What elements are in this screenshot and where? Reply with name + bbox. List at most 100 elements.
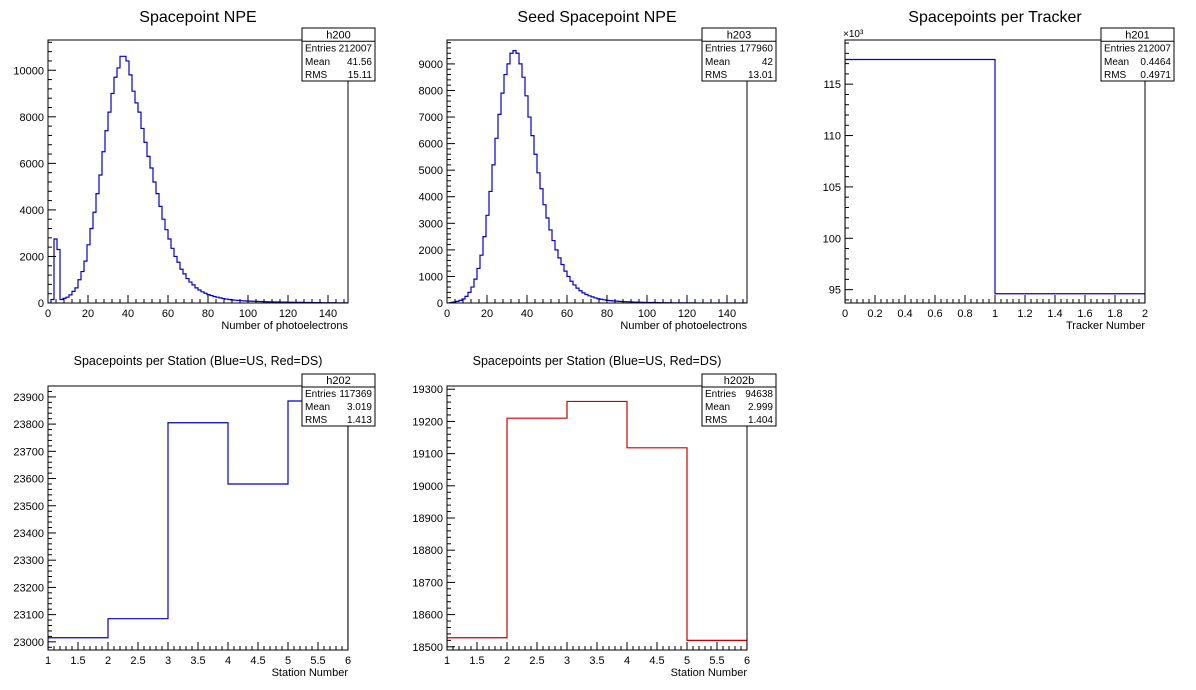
x-tick-label: 3 xyxy=(564,655,570,667)
x-tick-label: 20 xyxy=(481,308,493,320)
y-tick-label: 1000 xyxy=(419,271,443,283)
stats-key: Entries xyxy=(305,389,336,400)
histogram-bin xyxy=(156,194,159,303)
x-tick-label: 20 xyxy=(82,308,94,320)
y-tick-label: 8000 xyxy=(419,85,443,97)
y-tick-label: 18800 xyxy=(412,545,443,557)
histogram-bin xyxy=(531,136,534,303)
stats-box: h200 Entries 212007 Mean 41.56 RMS 15.11 xyxy=(301,27,376,82)
stats-value: 15.11 xyxy=(348,70,373,81)
x-axis-label: Number of photoelectrons xyxy=(620,320,747,332)
y-tick-label: 19100 xyxy=(412,449,443,461)
x-tick-label: 1.5 xyxy=(469,655,484,667)
stats-value: 1.404 xyxy=(748,415,773,426)
histogram-bin xyxy=(168,239,171,303)
histogram-bin xyxy=(228,300,231,303)
y-tick-label: 19300 xyxy=(412,384,443,396)
histogram-bin xyxy=(480,255,483,303)
histogram-bin xyxy=(84,261,87,303)
y-tick-label: 5000 xyxy=(419,165,443,177)
histogram-bin xyxy=(627,448,687,650)
histogram-bin xyxy=(288,401,348,650)
stats-key: Mean xyxy=(305,402,330,413)
histogram-bin xyxy=(87,245,90,303)
histogram-bin xyxy=(528,117,531,303)
y-tick-label: 18900 xyxy=(412,513,443,525)
stats-key: Mean xyxy=(705,57,730,68)
x-tick-label: 0.6 xyxy=(927,308,942,320)
stats-name: h201 xyxy=(1125,29,1149,41)
stats-box: h202b Entries 94638 Mean 2.999 RMS 1.404 xyxy=(701,373,777,427)
x-tick-label: 100 xyxy=(638,308,656,320)
stats-name: h202b xyxy=(724,375,755,387)
histogram-bin xyxy=(144,142,147,303)
histogram-bin xyxy=(123,56,126,303)
chart-title: Spacepoints per Tracker xyxy=(908,9,1082,26)
x-tick-label: 1 xyxy=(992,308,998,320)
histogram-bin xyxy=(507,64,510,303)
histogram-bin xyxy=(183,274,186,303)
stats-key: Mean xyxy=(1104,57,1129,68)
x-axis-label: Station Number xyxy=(671,667,748,679)
x-axis-label: Number of photoelectrons xyxy=(221,320,348,332)
x-tick-label: 6 xyxy=(744,655,750,667)
x-tick-label: 0.8 xyxy=(957,308,972,320)
stats-name: h200 xyxy=(326,29,350,41)
x-tick-label: 2.5 xyxy=(130,655,145,667)
stats-value: 212007 xyxy=(1138,44,1172,55)
stats-key: RMS xyxy=(705,70,728,81)
y-tick-label: 23600 xyxy=(13,474,44,486)
x-tick-label: 140 xyxy=(718,308,736,320)
stats-value: 13.01 xyxy=(748,70,773,81)
histogram-line xyxy=(48,400,348,650)
histogram-bin xyxy=(474,279,477,303)
histogram-bin xyxy=(96,194,99,303)
histogram-bin xyxy=(102,152,105,303)
x-tick-label: 3 xyxy=(165,655,171,667)
histogram-bin xyxy=(570,281,573,303)
histogram-bin xyxy=(576,288,579,303)
histogram-panel-h200: Spacepoint NPE 0 20 40 60 80 100 120 140 0 2000 400… xyxy=(13,9,376,332)
histogram-bin xyxy=(534,154,537,303)
stats-value: 1.413 xyxy=(347,415,372,426)
histogram-bin xyxy=(522,77,525,303)
y-tick-label: 23800 xyxy=(13,419,44,431)
plot-frame xyxy=(47,39,349,304)
x-tick-label: 1.6 xyxy=(1077,308,1092,320)
x-tick-label: 1.2 xyxy=(1017,308,1032,320)
histogram-panel-h203: Seed Spacepoint NPE 0 20 40 60 80 100 120 140 0 10… xyxy=(419,9,777,332)
histogram-bin xyxy=(204,293,207,303)
y-tick-label: 23200 xyxy=(13,582,44,594)
chart-title: Spacepoints per Station (Blue=US, Red=DS… xyxy=(74,354,323,368)
stats-box-frame xyxy=(701,373,777,427)
y-tick-label: 4000 xyxy=(419,192,443,204)
y-tick-label: 0 xyxy=(38,298,44,310)
histogram-bin xyxy=(219,298,222,303)
histogram-bin xyxy=(594,298,597,303)
stats-value: 0.4464 xyxy=(1140,57,1171,68)
x-tick-label: 120 xyxy=(279,308,297,320)
x-tick-label: 5 xyxy=(684,655,690,667)
x-tick-label: 40 xyxy=(521,308,533,320)
histogram-bin xyxy=(93,212,96,303)
histogram-bin xyxy=(135,103,138,303)
y-tick-label: 3000 xyxy=(419,218,443,230)
histogram-bin xyxy=(180,269,183,303)
plot-frame xyxy=(446,39,748,304)
stats-box-frame xyxy=(301,373,376,427)
histogram-bin xyxy=(555,250,558,303)
x-tick-label: 1.8 xyxy=(1107,308,1122,320)
x-tick-label: 2 xyxy=(504,655,510,667)
histogram-bin xyxy=(519,64,522,303)
histogram-bin xyxy=(159,206,162,303)
x-tick-label: 80 xyxy=(601,308,613,320)
x-axis-label: Tracker Number xyxy=(1066,320,1145,332)
histogram-bin xyxy=(105,131,108,303)
histogram-bin xyxy=(561,264,564,303)
y-tick-label: 4000 xyxy=(20,205,44,217)
histogram-bin xyxy=(498,114,501,303)
x-tick-label: 2.5 xyxy=(529,655,544,667)
histogram-bin xyxy=(90,229,93,303)
histogram-bin xyxy=(75,288,78,303)
histogram-bin xyxy=(171,248,174,303)
